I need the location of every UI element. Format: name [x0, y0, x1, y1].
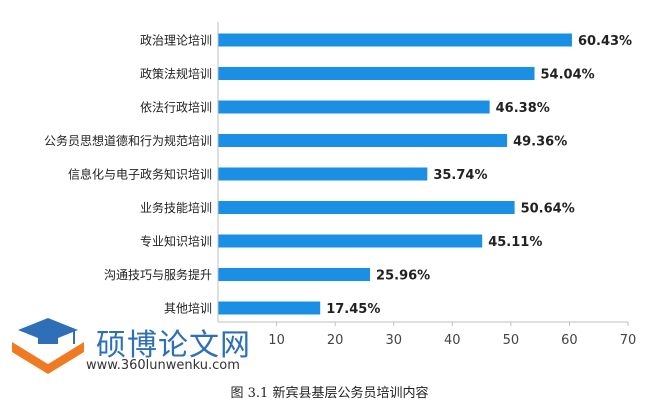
- value-label: 60.43%: [578, 34, 632, 49]
- value-label: 50.64%: [521, 202, 575, 217]
- value-label: 46.38%: [496, 101, 550, 116]
- category-label: 公务员思想道德和行为规范培训: [44, 133, 212, 148]
- x-tick-label: 50: [503, 333, 520, 348]
- value-label: 35.74%: [433, 168, 487, 183]
- x-tick-label: 30: [385, 333, 402, 348]
- bar: [218, 301, 321, 315]
- bar: [218, 201, 515, 214]
- category-label: 政策法规培训: [140, 66, 212, 81]
- x-axis: 10 20 30 40 50 60 70: [217, 22, 637, 348]
- graduation-cap-logo-icon: [12, 318, 84, 374]
- x-tick-label: 40: [444, 333, 461, 348]
- bar: [218, 100, 490, 114]
- figure-caption: 图 3.1 新宾县基层公务员培训内容: [230, 386, 429, 401]
- category-label: 其他培训: [164, 301, 212, 316]
- x-tick-label: 10: [268, 333, 285, 348]
- value-label: 17.45%: [326, 302, 380, 317]
- bar: [218, 167, 428, 181]
- x-tick-label: 60: [561, 333, 578, 348]
- watermark: 硕博论文网 www.360lunwenku.com: [8, 312, 278, 382]
- value-label: 49.36%: [513, 135, 567, 150]
- category-label: 沟通技巧与服务提升: [104, 267, 212, 282]
- category-label: 专业知识培训: [140, 234, 212, 249]
- category-label: 业务技能培训: [140, 200, 212, 215]
- bar: [218, 33, 572, 47]
- category-labels: 政治理论培训政策法规培训依法行政培训公务员思想道德和行为规范培训信息化与电子政务…: [44, 33, 212, 316]
- category-label: 依法行政培训: [140, 100, 212, 115]
- value-label: 54.04%: [541, 68, 595, 83]
- bar: [218, 268, 371, 281]
- watermark-title: 硕博论文网: [96, 328, 251, 363]
- watermark-url: www.360lunwenku.com: [86, 358, 240, 373]
- bar: [218, 67, 535, 80]
- bars-group: [218, 33, 572, 315]
- x-tick-label: 70: [620, 333, 637, 348]
- bar: [218, 234, 483, 248]
- value-label: 45.11%: [488, 235, 542, 250]
- category-label: 信息化与电子政务知识培训: [68, 167, 212, 182]
- value-labels: 60.43% 54.04% 46.38% 49.36% 35.74% 50.64% 45.1…: [326, 34, 632, 317]
- value-label: 25.96%: [376, 269, 430, 284]
- category-label: 政治理论培训: [140, 33, 212, 48]
- bar: [218, 134, 508, 147]
- x-tick-label: 20: [327, 333, 344, 348]
